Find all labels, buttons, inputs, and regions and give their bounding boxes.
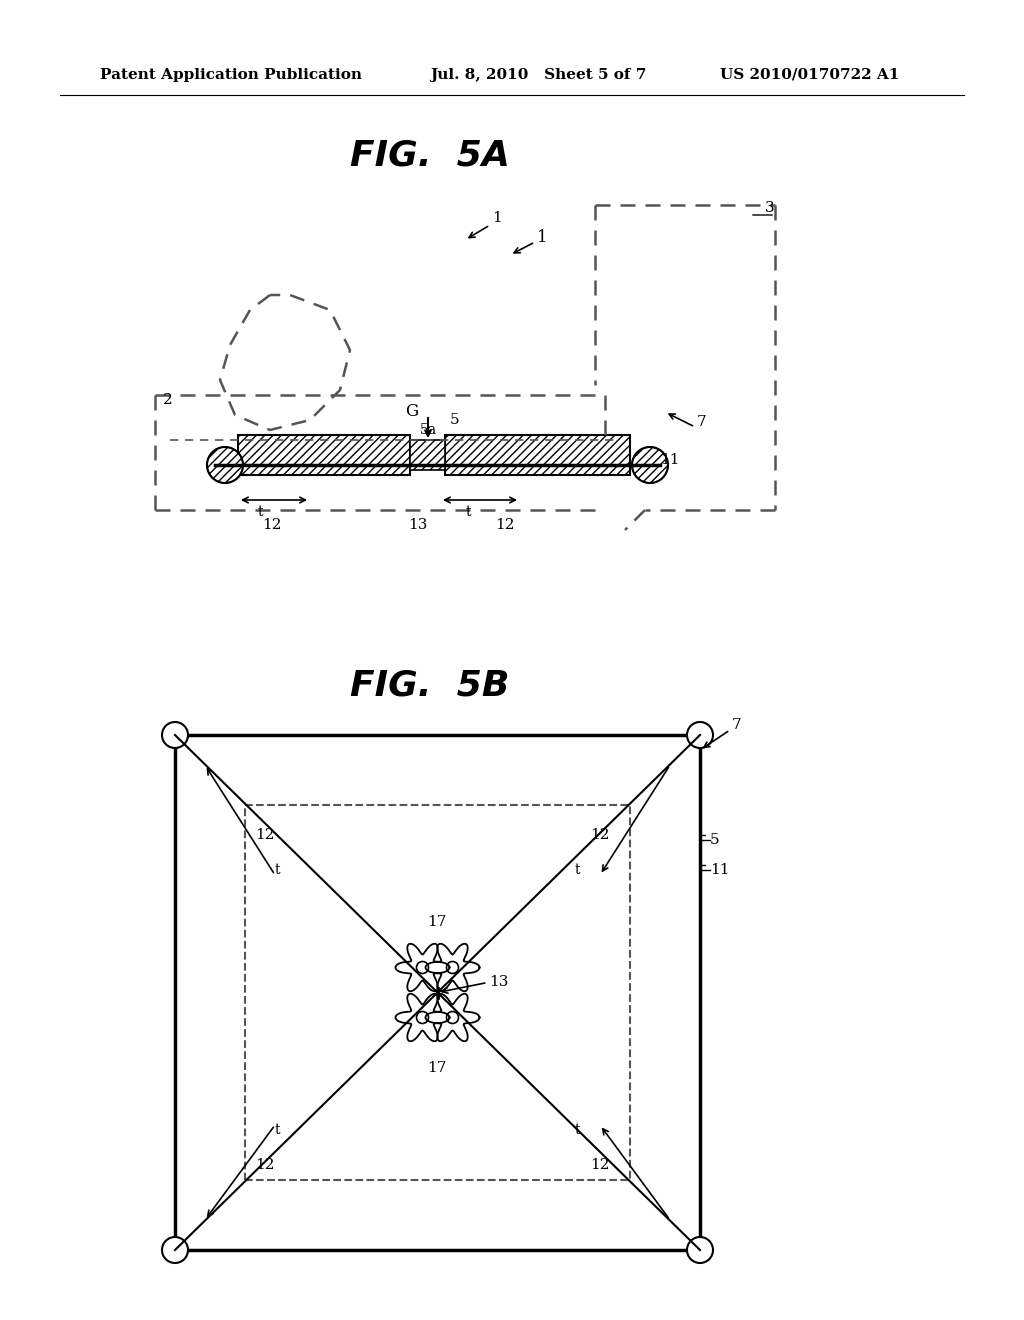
Bar [175, 735, 700, 1250]
Circle shape [446, 961, 459, 974]
Text: t: t [575, 863, 581, 876]
Text: FIG.  5B: FIG. 5B [350, 668, 510, 702]
Text: 17: 17 [427, 1060, 446, 1074]
Text: 12: 12 [590, 1158, 609, 1172]
Text: 12: 12 [495, 517, 514, 532]
Text: 11: 11 [660, 453, 680, 467]
Circle shape [207, 447, 243, 483]
Text: 7: 7 [697, 414, 707, 429]
Polygon shape [410, 440, 445, 470]
Text: 5a: 5a [420, 422, 437, 437]
Circle shape [632, 447, 668, 483]
Text: 11: 11 [710, 863, 729, 876]
Text: 3: 3 [765, 201, 774, 215]
Text: 1: 1 [492, 211, 502, 224]
Text: t: t [466, 506, 471, 519]
Circle shape [162, 1237, 188, 1263]
Circle shape [446, 1011, 459, 1023]
Text: 1: 1 [537, 230, 548, 247]
Circle shape [417, 961, 428, 974]
Text: Jul. 8, 2010   Sheet 5 of 7: Jul. 8, 2010 Sheet 5 of 7 [430, 69, 646, 82]
Text: t: t [258, 506, 263, 519]
Text: t: t [275, 1123, 281, 1137]
Bar [245, 805, 630, 1180]
Text: FIG.  5A: FIG. 5A [350, 139, 510, 172]
Circle shape [687, 722, 713, 748]
Text: 17: 17 [427, 916, 446, 929]
Text: 5: 5 [710, 833, 720, 847]
Text: 12: 12 [255, 1158, 274, 1172]
Text: t: t [575, 1123, 581, 1137]
Text: 13: 13 [489, 975, 509, 990]
Text: 7: 7 [732, 718, 741, 733]
Text: G: G [406, 404, 418, 421]
Text: 12: 12 [255, 828, 274, 842]
Text: 2: 2 [163, 393, 173, 407]
Polygon shape [445, 436, 630, 475]
Text: Patent Application Publication: Patent Application Publication [100, 69, 362, 82]
Text: 12: 12 [590, 828, 609, 842]
Text: 13: 13 [408, 517, 427, 532]
Text: US 2010/0170722 A1: US 2010/0170722 A1 [720, 69, 899, 82]
Text: t: t [275, 863, 281, 876]
Circle shape [162, 722, 188, 748]
Text: 12: 12 [262, 517, 282, 532]
Polygon shape [238, 436, 410, 475]
Circle shape [417, 1011, 428, 1023]
Circle shape [687, 1237, 713, 1263]
Text: 5: 5 [450, 413, 460, 426]
